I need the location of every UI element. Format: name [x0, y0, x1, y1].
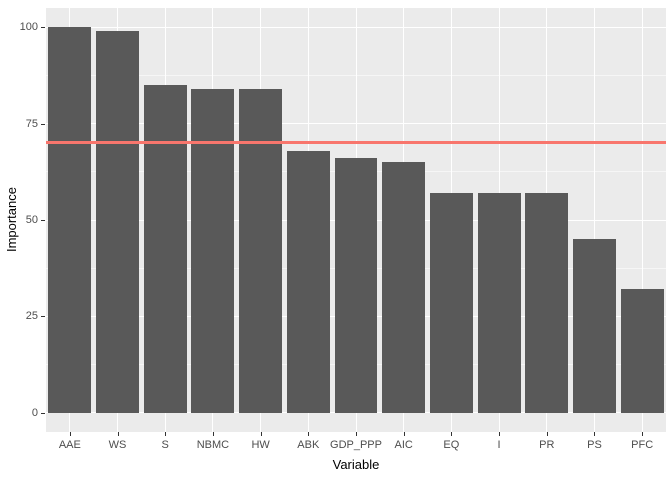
x-tick-label: WS [108, 439, 127, 451]
y-tick-mark [41, 220, 45, 221]
bar-EQ [429, 193, 473, 413]
x-tick-mark [165, 432, 167, 436]
bar-PS [573, 239, 616, 413]
gridline-vertical [593, 8, 595, 432]
x-tick-mark [546, 432, 548, 436]
x-tick-mark [499, 432, 501, 436]
x-tick-mark [594, 432, 596, 436]
plot-panel [46, 8, 666, 432]
x-tick-mark [403, 432, 405, 436]
x-tick-label: PR [539, 439, 555, 451]
x-tick-mark [356, 432, 357, 436]
y-tick-label: 50 [25, 214, 38, 226]
x-tick-label: NBMC [196, 439, 230, 451]
x-tick-mark [451, 432, 453, 436]
y-tick-mark [41, 123, 45, 125]
bar-GDP_PPP [334, 158, 378, 413]
bar-AIC [382, 162, 426, 413]
x-tick-label: GDP_PPP [330, 439, 382, 451]
x-tick-mark [260, 432, 262, 436]
y-tick-mark [41, 412, 45, 414]
x-tick-label: AAE [58, 439, 81, 451]
x-tick-label: PFC [631, 439, 654, 451]
x-tick-mark [308, 432, 310, 436]
x-tick-mark [642, 432, 644, 436]
y-tick-mark [41, 27, 45, 29]
bar-ABK [286, 150, 330, 413]
x-axis-title: Variable [332, 457, 380, 472]
bar-WS [96, 31, 139, 413]
gridline-vertical [641, 8, 643, 432]
x-tick-label: PS [587, 439, 602, 451]
x-tick-mark [117, 432, 119, 436]
bar-S [143, 85, 187, 413]
x-tick-label: HW [251, 439, 270, 451]
y-tick-mark [41, 316, 45, 318]
bar-I [477, 193, 521, 413]
x-tick-label: S [161, 439, 169, 451]
y-tick-label: 100 [19, 21, 38, 34]
y-tick-label: 25 [25, 310, 38, 323]
x-tick-mark [69, 432, 71, 436]
x-tick-label: I [497, 439, 501, 451]
x-tick-label: AIC [394, 439, 413, 451]
bar-NBMC [191, 88, 235, 413]
bar-PR [525, 193, 569, 413]
x-tick-mark [212, 432, 214, 436]
bar-PFC [620, 289, 664, 413]
reference-line [46, 141, 666, 145]
x-tick-label: EQ [443, 439, 460, 451]
x-tick-label: ABK [297, 439, 320, 451]
y-tick-label: 0 [31, 406, 38, 419]
bar-HW [239, 88, 283, 413]
y-tick-label: 75 [25, 117, 38, 130]
bar-AAE [48, 27, 92, 413]
